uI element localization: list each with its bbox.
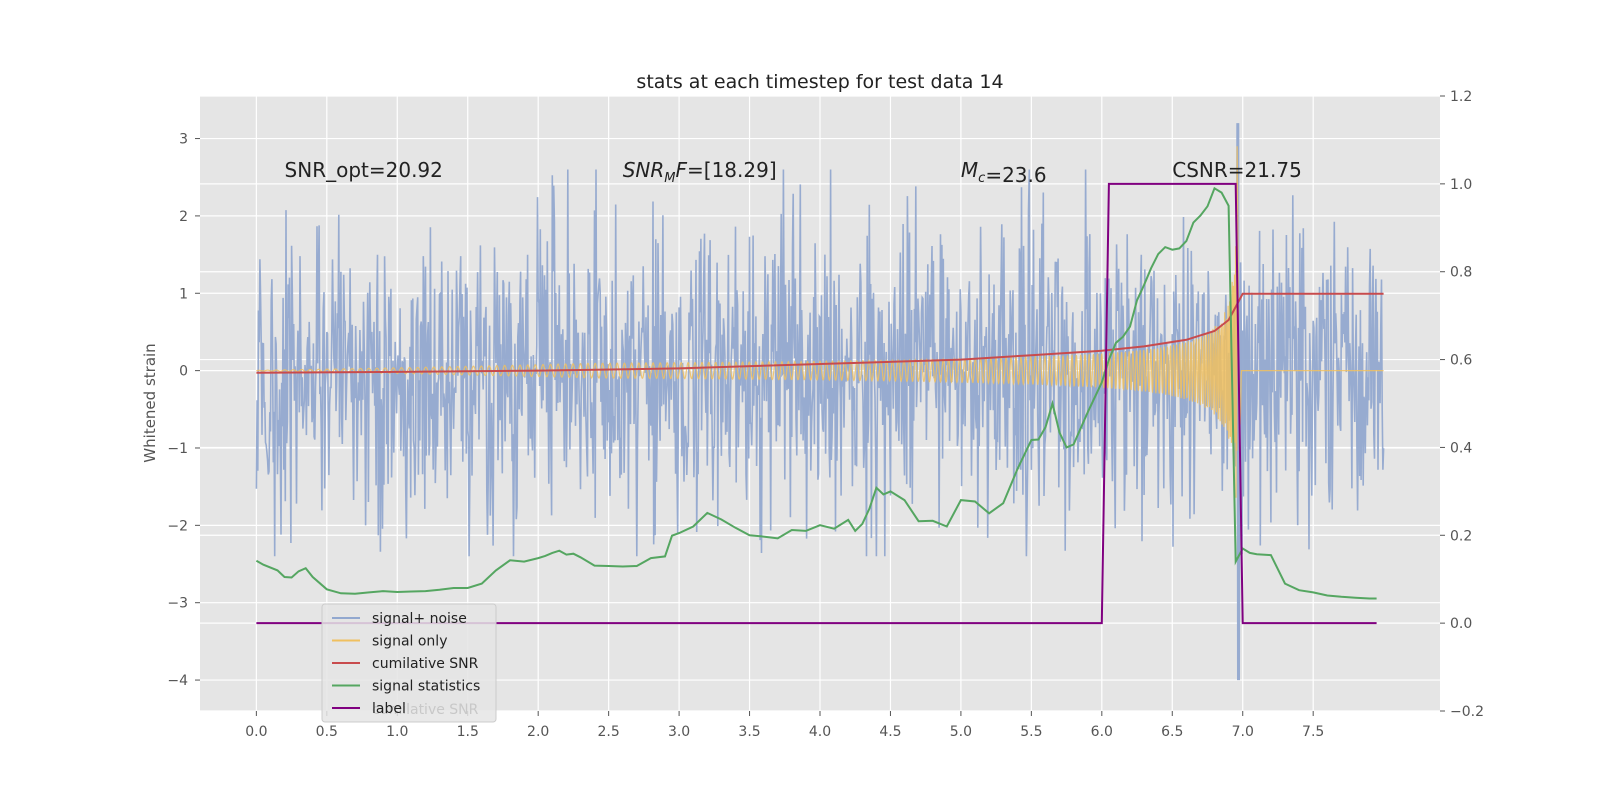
legend-label-text: signal statistics: [372, 679, 480, 695]
x-tick-label: 6.5: [1161, 724, 1183, 740]
legend-label-text: cumilative SNR: [372, 656, 479, 672]
annotation-2: Mc=23.6: [961, 158, 1047, 187]
y-tick-label: 1: [179, 286, 188, 302]
y-tick-label: −3: [167, 596, 188, 612]
y2-tick-label: 1.0: [1450, 177, 1472, 193]
legend-label-text: label: [372, 701, 406, 717]
x-tick-label: 5.0: [950, 724, 972, 740]
y2-tick-label: 0.2: [1450, 528, 1472, 544]
y-tick-label: 3: [179, 132, 188, 148]
legend-box: [321, 603, 497, 723]
y-tick-label: 0: [179, 364, 188, 380]
annotation-0: SNR_opt=20.92: [285, 158, 443, 182]
annotation-1: SNRMF=[18.29]: [623, 158, 777, 186]
legend-ghost-text: cumilative SNR: [372, 702, 479, 718]
x-tick-label: 6.0: [1091, 724, 1113, 740]
x-tick-label: 3.5: [738, 724, 760, 740]
x-tick-label: 3.0: [668, 724, 690, 740]
x-tick-label: 2.5: [598, 724, 620, 740]
series-signal-statistics-line: [255, 186, 1377, 600]
x-tick-label: 5.5: [1020, 724, 1042, 740]
legend-label-text: signal only: [372, 634, 447, 650]
annotation-3: CSNR=21.75: [1172, 158, 1302, 182]
series-label-line: [256, 182, 1377, 625]
y-tick-label: −2: [167, 518, 188, 534]
x-tick-label: 7.5: [1302, 724, 1324, 740]
legend-label-text: signal+ noise: [372, 611, 467, 627]
y-tick-label: −1: [167, 441, 188, 457]
series-cumilative-snr-line: [256, 292, 1384, 374]
x-tick-label: 0.5: [316, 724, 338, 740]
x-tick-label: 1.5: [457, 724, 479, 740]
chart-title: stats at each timestep for test data 14: [636, 71, 1003, 93]
y-tick-label: −4: [167, 673, 188, 689]
y2-tick-label: 1.2: [1450, 89, 1472, 105]
y2-tick-label: 0.6: [1450, 353, 1472, 369]
y2-tick-label: 0.8: [1450, 265, 1472, 281]
y-tick-label: 2: [179, 209, 188, 225]
x-tick-label: 4.5: [879, 724, 901, 740]
legend: cumilative SNR signal+ noise signal only cu…: [321, 603, 497, 723]
y2-tick-label: 0.0: [1450, 616, 1472, 632]
legend-cumilative-snr: cumilative SNR: [332, 656, 479, 672]
x-tick-label: 1.0: [386, 724, 408, 740]
annotations: SNR_opt=20.92 SNRMF=[18.29] Mc=23.6 CSNR=21…: [285, 158, 1302, 187]
y-axis-label: Whitened strain: [141, 343, 159, 462]
y2-tick-label: 0.4: [1450, 440, 1472, 456]
y2-tick-label: −0.2: [1450, 704, 1484, 720]
x-tick-label: 7.0: [1232, 724, 1254, 740]
legend-signal-noise: signal+ noise: [332, 611, 467, 627]
series-layer: [255, 146, 1384, 625]
legend-signal-only: signal only: [332, 634, 447, 650]
axes-layer: 0.0 0.5 1.0 1.5 2.0 2.5 3.0 3.5 4.0 4.5 5.0 5.5 6.0 6…: [167, 89, 1484, 740]
legend-label: label: [332, 701, 406, 717]
x-tick-label: 0.0: [245, 724, 267, 740]
x-tick-label: 4.0: [809, 724, 831, 740]
x-tick-label: 2.0: [527, 724, 549, 740]
legend-signal-statistics: signal statistics: [332, 679, 480, 695]
